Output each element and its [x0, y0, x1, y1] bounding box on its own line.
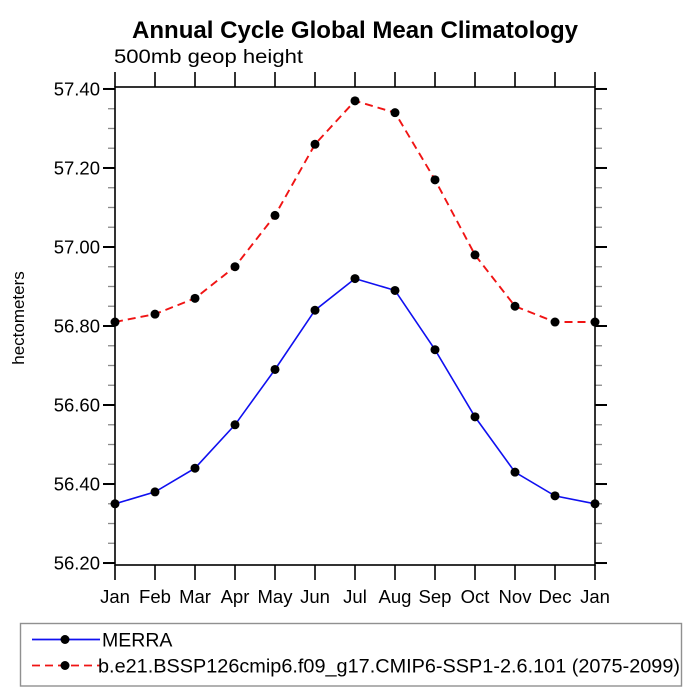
- data-point-marker: [230, 420, 240, 430]
- y-tick-label: 56.20: [54, 553, 100, 574]
- x-tick-label: Jun: [300, 586, 330, 607]
- plot-border: [114, 86, 596, 566]
- y-tick-label: 56.60: [54, 395, 100, 416]
- data-point-marker: [430, 345, 440, 355]
- data-point-marker: [310, 305, 320, 315]
- data-point-marker: [510, 301, 520, 311]
- data-point-marker: [310, 139, 320, 149]
- data-point-marker: [230, 262, 240, 272]
- axis-labels-layer: Jan Feb Mar Apr May Jun Jul Aug Sep Oct Nov Dec Jan5…: [54, 78, 610, 607]
- y-tick-label: 57.40: [54, 78, 100, 99]
- legend-label-merra: MERRA: [102, 630, 172, 652]
- y-axis-title: hectometers: [9, 271, 28, 365]
- legend: MERRA b.e21.BSSP126cmip6.f09_g17.CMIP6-S…: [19, 622, 683, 687]
- legend-label-model: b.e21.BSSP126cmip6.f09_g17.CMIP6-SSP1-2.…: [98, 656, 680, 678]
- y-tick-label: 56.80: [54, 316, 100, 337]
- data-point-marker: [190, 293, 200, 303]
- legend-marker-dot-icon: [60, 661, 70, 670]
- data-point-marker: [430, 175, 440, 185]
- x-tick-label: Jan: [580, 586, 610, 607]
- x-tick-label: Aug: [379, 586, 412, 607]
- data-point-marker: [390, 108, 400, 118]
- data-point-marker: [270, 210, 280, 220]
- data-point-marker: [350, 96, 360, 106]
- chart-subtitle: 500mb geop height: [114, 46, 304, 68]
- data-point-marker: [150, 487, 160, 497]
- x-tick-label: Mar: [179, 586, 211, 607]
- y-tick-label: 57.20: [54, 157, 100, 178]
- y-tick-label: 57.00: [54, 236, 100, 257]
- data-point-marker: [470, 250, 480, 260]
- x-tick-label: Sep: [419, 586, 452, 607]
- data-point-marker: [550, 491, 560, 501]
- axis-ticks-layer: [103, 72, 607, 580]
- chart-title: Annual Cycle Global Mean Climatology: [132, 17, 579, 44]
- x-tick-label: Jan: [100, 586, 130, 607]
- data-point-marker: [150, 309, 160, 319]
- x-tick-label: Nov: [499, 586, 533, 607]
- data-point-marker: [190, 463, 200, 473]
- data-point-marker: [270, 364, 280, 374]
- x-tick-label: May: [258, 586, 294, 607]
- x-tick-label: Feb: [139, 586, 171, 607]
- x-tick-label: Dec: [539, 586, 572, 607]
- x-tick-label: Oct: [461, 586, 490, 607]
- data-point-marker: [390, 285, 400, 295]
- data-point-marker: [470, 412, 480, 422]
- data-point-marker: [590, 499, 600, 509]
- x-tick-label: Apr: [221, 586, 250, 607]
- data-point-marker: [350, 274, 360, 284]
- data-point-marker: [510, 467, 520, 477]
- series-line-1: [114, 99, 595, 323]
- series-line-0: [114, 277, 596, 505]
- data-point-marker: [590, 317, 600, 327]
- data-point-marker: [550, 317, 560, 327]
- data-point-marker: [110, 317, 120, 327]
- data-point-marker: [110, 499, 120, 509]
- series-layer: [110, 96, 600, 509]
- x-tick-label: Jul: [343, 586, 367, 607]
- legend-marker-dot-icon: [60, 635, 70, 644]
- y-tick-label: 56.40: [54, 474, 100, 495]
- legend-box: [19, 622, 683, 687]
